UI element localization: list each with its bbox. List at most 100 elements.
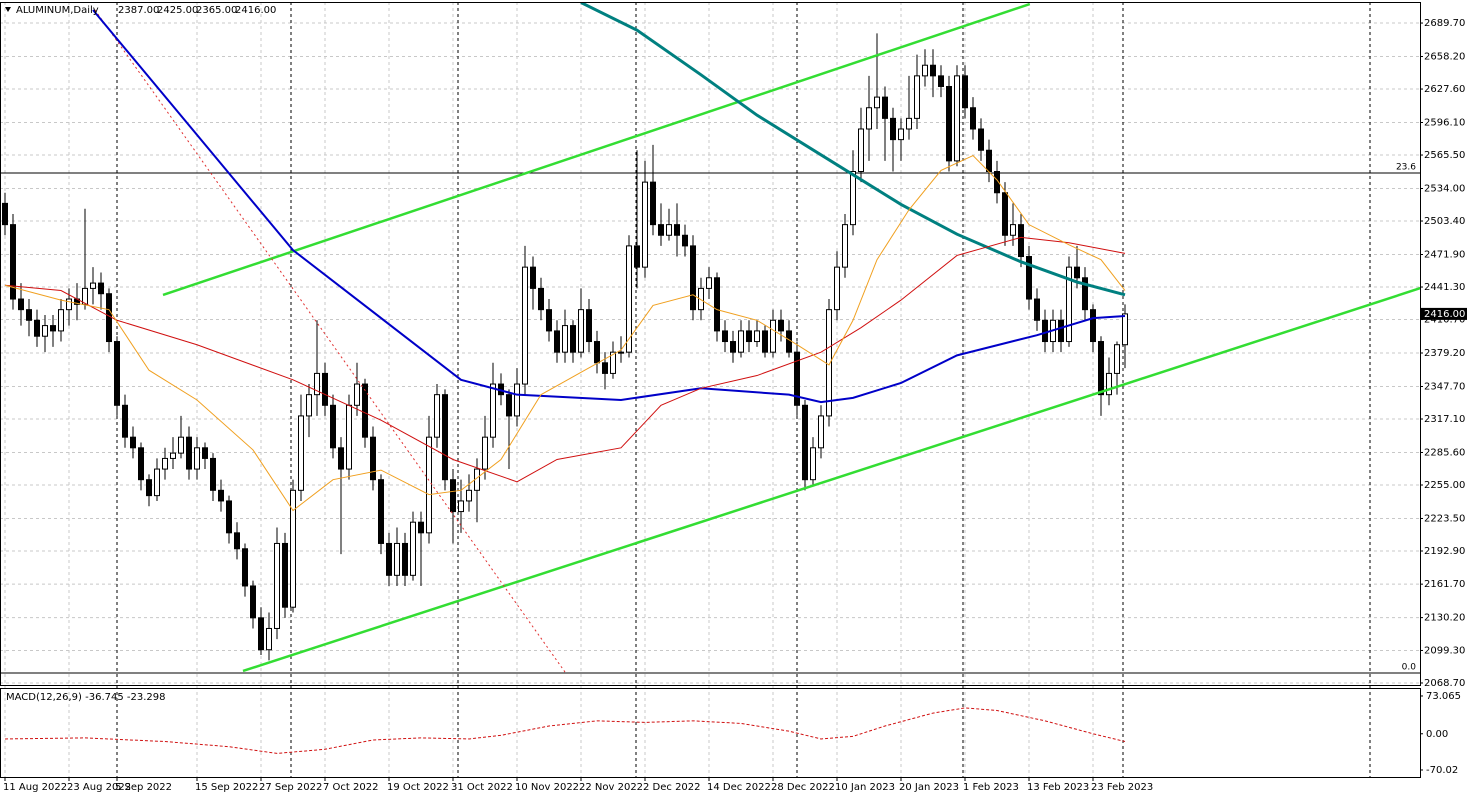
candle-body — [1114, 344, 1120, 374]
y-tick-label: 2255.00 — [1424, 480, 1465, 491]
candle-body — [570, 325, 576, 353]
grid — [0, 2, 1420, 777]
level-label: 23.6 — [1396, 162, 1416, 172]
x-tick-label: 10 Nov 2022 — [515, 782, 579, 793]
candle-body — [482, 436, 488, 470]
candle-body — [202, 447, 208, 459]
candle-body — [602, 362, 608, 374]
level-label: 0.0 — [1402, 662, 1417, 672]
candle-body — [282, 542, 288, 608]
candle-body — [1098, 341, 1104, 396]
candle-body — [306, 394, 312, 417]
candle-body — [442, 394, 448, 481]
y-tick-label: 2130.20 — [1424, 613, 1465, 624]
candle-body — [698, 287, 704, 311]
y-tick-label: 2161.70 — [1424, 579, 1465, 590]
x-tick-label: 31 Oct 2022 — [451, 782, 513, 793]
candle-body — [146, 479, 152, 497]
candle-body — [314, 372, 320, 396]
ohlc-label: 2416.00 — [235, 5, 276, 16]
candle-body — [978, 128, 984, 151]
x-tick-label: 27 Sep 2022 — [259, 782, 322, 793]
candle-body — [138, 447, 144, 481]
price-label-box — [1421, 307, 1467, 320]
candle-body — [1122, 313, 1128, 346]
candle-body — [1074, 266, 1080, 279]
candle-body — [506, 394, 512, 417]
candle-body — [98, 282, 104, 295]
price-label: 2416.00 — [1424, 309, 1465, 320]
candle-body — [666, 224, 672, 236]
x-tick-label: 15 Sep 2022 — [195, 782, 258, 793]
candle-body — [634, 245, 640, 268]
candle-body — [1090, 309, 1096, 343]
candle-body — [434, 394, 440, 438]
candle-body — [538, 287, 544, 311]
candle-body — [730, 341, 736, 353]
labels: 2689.70 2658.20 2627.60 2596.10 2565.50 2534.… — [3, 18, 1467, 793]
candle-body — [402, 542, 408, 576]
candle-body — [642, 181, 648, 268]
candle-body — [234, 532, 240, 550]
candle-body — [754, 330, 760, 343]
x-tick-label: 23 Aug 2022 — [67, 782, 131, 793]
candle-body — [362, 383, 368, 438]
candle-body — [290, 489, 296, 608]
candle-body — [970, 107, 976, 130]
moving-average — [4, 236, 1126, 483]
candle-body — [122, 404, 128, 438]
candle-body — [58, 309, 64, 332]
candle-body — [882, 96, 888, 119]
candle-body — [410, 521, 416, 576]
macd-frame — [0, 688, 1421, 778]
candle-body — [954, 75, 960, 162]
candle-body — [866, 107, 872, 130]
candle-body — [914, 75, 920, 119]
candle-body — [26, 309, 32, 321]
chart-title: ALUMINUM,Daily — [16, 5, 99, 16]
candle-body — [1082, 277, 1088, 311]
menu-arrow — [5, 7, 11, 12]
candle-body — [618, 351, 624, 354]
candle-body — [522, 266, 528, 385]
macd-y-tick-label: -70.02 — [1426, 765, 1458, 776]
marks — [0, 2, 1420, 674]
candle-body — [450, 479, 456, 513]
candle-body — [578, 309, 584, 353]
candle-body — [162, 457, 168, 470]
candle-body — [762, 330, 768, 353]
candle-body — [354, 383, 360, 406]
x-tick-label: 13 Feb 2023 — [1027, 782, 1089, 793]
candle-body — [906, 117, 912, 130]
candle-body — [922, 64, 928, 77]
moving-average — [4, 154, 1126, 512]
ohlc-label: 2365.00 — [196, 5, 237, 16]
x-tick-label: 23 Feb 2023 — [1091, 782, 1153, 793]
x-tick-label: 5 Sep 2022 — [115, 782, 172, 793]
candle-body — [154, 468, 160, 497]
candle-body — [626, 245, 632, 353]
candle-body — [874, 96, 880, 109]
candle-body — [338, 447, 344, 470]
candle-body — [650, 181, 656, 226]
y-tick-label: 2099.30 — [1424, 645, 1465, 656]
y-tick-label: 2565.50 — [1424, 150, 1465, 161]
x-tick-label: 19 Oct 2022 — [387, 782, 449, 793]
y-tick-label: 2503.40 — [1424, 216, 1465, 227]
y-tick-label: 2410.70 — [1424, 315, 1465, 326]
candle-body — [530, 266, 536, 289]
candle-body — [1034, 298, 1040, 321]
y-tick-label: 2223.50 — [1424, 513, 1465, 524]
macd-title: MACD(12,26,9) -36.745 -23.298 — [6, 692, 166, 703]
ohlc-label: 2425.00 — [157, 5, 198, 16]
candle-body — [786, 330, 792, 353]
candle-body — [370, 436, 376, 481]
y-tick-label: 2658.20 — [1424, 52, 1465, 63]
candle-body — [810, 447, 816, 481]
y-tick-label: 2689.70 — [1424, 18, 1465, 29]
y-tick-label: 2285.60 — [1424, 447, 1465, 458]
y-tick-label: 2534.00 — [1424, 184, 1465, 195]
candle-body — [770, 319, 776, 353]
main-frame — [0, 2, 1421, 686]
